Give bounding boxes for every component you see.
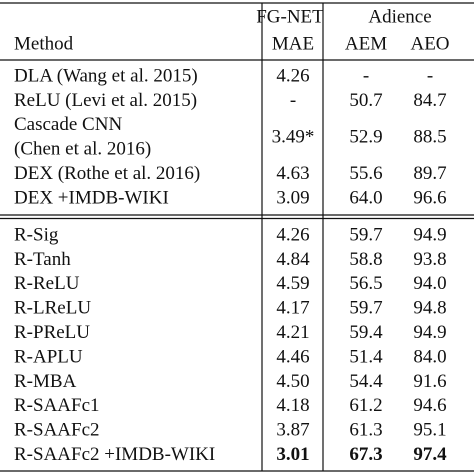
value-cell: 3.49*: [272, 126, 315, 147]
method-cell: ReLU (Levi et al. 2015): [14, 90, 197, 111]
value-cell: 94.0: [413, 273, 446, 294]
method-cell: R-MBA: [14, 371, 77, 392]
value-cell: 4.26: [276, 224, 309, 245]
group-header: FG-NET: [256, 6, 324, 27]
method-cell: DLA (Wang et al. 2015): [14, 65, 198, 86]
value-cell: 58.8: [349, 249, 382, 270]
method-cell: R-APLU: [14, 346, 83, 367]
method-cell: R-Tanh: [14, 249, 71, 270]
value-cell: 4.21: [276, 322, 309, 343]
value-cell: 4.50: [276, 371, 309, 392]
column-header: AEM: [345, 33, 387, 54]
method-cell: Cascade CNN: [14, 114, 122, 135]
value-cell: 84.0: [413, 346, 446, 367]
value-cell: 95.1: [413, 420, 446, 441]
value-cell: 56.5: [349, 273, 382, 294]
value-cell: 94.6: [413, 395, 446, 416]
value-cell: 51.4: [349, 346, 383, 367]
method-cell: R-PReLU: [14, 322, 90, 343]
value-cell: 61.3: [349, 420, 382, 441]
value-cell: 96.6: [413, 187, 446, 208]
value-cell: 3.87: [276, 420, 309, 441]
method-cell: DEX (Rothe et al. 2016): [14, 163, 200, 184]
column-header: MAE: [272, 33, 314, 54]
value-cell: 94.8: [413, 298, 446, 319]
value-cell: 3.09: [276, 187, 309, 208]
value-cell: 4.84: [276, 249, 310, 270]
method-cell: DEX +IMDB-WIKI: [14, 187, 169, 208]
method-cell: R-SAAFc2: [14, 420, 100, 441]
value-cell: 4.26: [276, 65, 309, 86]
value-cell: 4.59: [276, 273, 309, 294]
value-cell: 3.01: [276, 444, 309, 465]
value-cell: 93.8: [413, 249, 446, 270]
value-cell: 67.3: [349, 444, 382, 465]
value-cell: -: [427, 65, 433, 86]
group-header: Adience: [368, 6, 431, 27]
value-cell: 88.5: [413, 126, 446, 147]
value-cell: 4.63: [276, 163, 309, 184]
value-cell: -: [363, 65, 369, 86]
value-cell: 91.6: [413, 371, 446, 392]
value-cell: 89.7: [413, 163, 446, 184]
method-cell: R-SAAFc2 +IMDB-WIKI: [14, 444, 215, 465]
value-cell: 4.18: [276, 395, 309, 416]
method-cell: R-ReLU: [14, 273, 80, 294]
value-cell: 59.4: [349, 322, 383, 343]
value-cell: 94.9: [413, 322, 446, 343]
value-cell: 4.46: [276, 346, 309, 367]
value-cell: 59.7: [349, 224, 382, 245]
value-cell: 50.7: [349, 90, 382, 111]
value-cell: 94.9: [413, 224, 446, 245]
method-cell: (Chen et al. 2016): [14, 139, 151, 160]
method-cell: R-Sig: [14, 224, 59, 245]
value-cell: 4.17: [276, 298, 309, 319]
value-cell: 84.7: [413, 90, 446, 111]
method-cell: R-SAAFc1: [14, 395, 100, 416]
value-cell: 54.4: [349, 371, 383, 392]
column-header: Method: [14, 33, 74, 54]
column-header: AEO: [410, 33, 449, 54]
method-cell: R-LReLU: [14, 298, 91, 319]
value-cell: 55.6: [349, 163, 382, 184]
value-cell: 64.0: [349, 187, 382, 208]
value-cell: -: [290, 90, 296, 111]
value-cell: 61.2: [349, 395, 382, 416]
value-cell: 59.7: [349, 298, 382, 319]
value-cell: 52.9: [349, 126, 382, 147]
value-cell: 97.4: [413, 444, 447, 465]
